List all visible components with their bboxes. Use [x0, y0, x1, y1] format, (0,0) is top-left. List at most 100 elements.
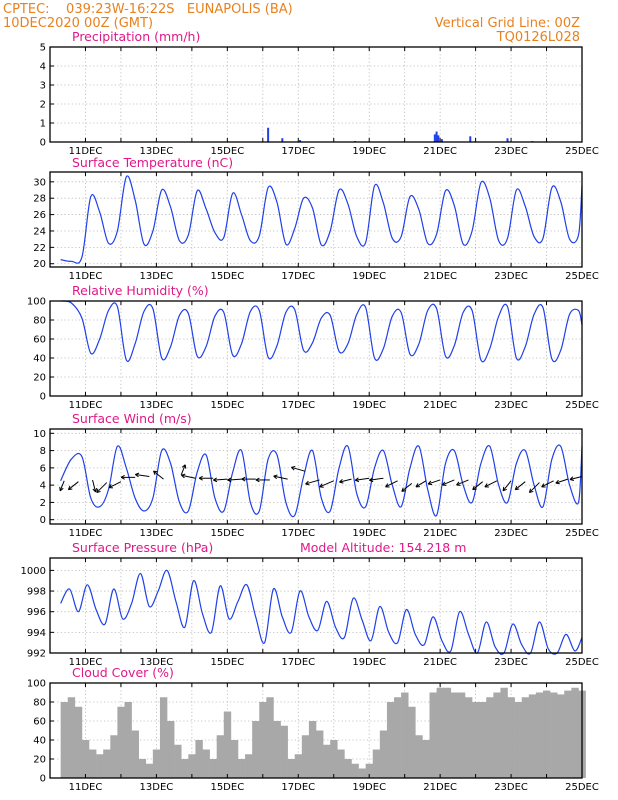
precip-bar [440, 139, 443, 142]
panel-title: Cloud Cover (%) [72, 665, 174, 680]
cloud-bar [500, 687, 508, 778]
x-tick-label: 23DEC [494, 400, 528, 411]
panel-precip: 0 1 2 3 4 5 11DEC 13DEC 15DEC 17DEC 19DEC 21DEC 23DE… [40, 29, 599, 157]
cloud-bar [535, 692, 544, 778]
wind-arrow [569, 476, 583, 481]
panel-frame [49, 428, 583, 525]
x-tick-label: 11DEC [69, 657, 103, 668]
cloud-bar [379, 730, 388, 778]
panel-temperature: 20 22 24 26 28 30 11DEC 13DEC 15DEC 17DEC 19DEC 21D… [33, 155, 599, 282]
y-tick-label: 80 [33, 698, 46, 709]
panel-annotation: Model Altitude: 154.218 m [300, 540, 466, 555]
wind-arrow [213, 477, 228, 483]
x-tick-label: 15DEC [210, 146, 244, 157]
wind-arrow [555, 478, 568, 485]
wind-arrow [255, 477, 270, 483]
cloud-bar [450, 692, 459, 778]
wind-arrow [456, 479, 469, 486]
cloud-bar [259, 702, 267, 778]
cloud-bar [138, 759, 147, 778]
y-tick-label: 994 [27, 628, 46, 639]
y-tick-label: 40 [33, 354, 46, 365]
wind-arrow [198, 475, 214, 481]
cloud-bar [188, 754, 196, 778]
x-tick-label: 17DEC [281, 146, 315, 157]
x-tick-label: 19DEC [352, 528, 386, 539]
cloud-bar [60, 702, 69, 778]
cloud-bar [486, 697, 494, 778]
y-tick-label: 100 [27, 297, 46, 308]
x-tick-label: 19DEC [352, 782, 386, 793]
cloud-bar [96, 754, 104, 778]
y-tick-label: 0 [40, 515, 46, 526]
x-tick-label: 17DEC [281, 271, 315, 282]
wind-arrow [339, 478, 352, 484]
x-tick-label: 23DEC [494, 657, 528, 668]
x-tick-label: 11DEC [69, 271, 103, 282]
cloud-bar [252, 721, 260, 778]
cloud-bar [564, 690, 572, 778]
cloud-bar [344, 759, 352, 778]
x-tick-label: 25DEC [565, 146, 599, 157]
x-tick-label: 21DEC [423, 400, 457, 411]
y-tick-label: 40 [33, 736, 46, 747]
x-tick-label: 17DEC [281, 400, 315, 411]
y-tick-label: 6 [40, 463, 46, 474]
panel-title: Surface Temperature (nC) [72, 155, 233, 170]
y-tick-label: 20 [33, 259, 46, 270]
cloud-bar [415, 735, 423, 778]
panel-title: Precipitation (mm/h) [72, 29, 200, 44]
panel-title: Surface Pressure (hPa) [72, 540, 213, 555]
cloud-bar [174, 744, 182, 778]
y-tick-label: 2 [40, 498, 46, 509]
series-line-wind [60, 444, 583, 518]
panel-cloud: 0 20 40 60 80 100 11DEC 13DEC 15DEC 17DEC 19DEC 21D… [27, 665, 599, 793]
y-tick-label: 0 [40, 774, 46, 785]
cloud-bar [408, 706, 416, 778]
y-tick-label: 996 [27, 607, 46, 618]
cloud-bar [557, 694, 565, 778]
cloud-bar [337, 749, 345, 778]
x-tick-label: 21DEC [423, 528, 457, 539]
cloud-bar [528, 694, 537, 778]
cloud-bar [479, 702, 487, 778]
wind-arrow [354, 477, 370, 483]
wind-arrow [441, 479, 455, 486]
cloud-bar [429, 692, 437, 778]
cloud-bar [195, 740, 203, 778]
cloud-bar [266, 697, 274, 778]
series-line-pressure [60, 569, 583, 655]
x-tick-label: 25DEC [565, 400, 599, 411]
cloud-bar [443, 687, 452, 778]
wind-arrow [369, 477, 384, 483]
header-location: CPTEC: 039:23W-16:22S EUNAPOLIS (BA) [3, 2, 293, 17]
x-tick-label: 21DEC [423, 146, 457, 157]
cloud-bar [81, 740, 90, 778]
series-line-temperature [60, 175, 583, 264]
x-tick-label: 23DEC [494, 271, 528, 282]
wind-arrow [305, 479, 320, 486]
cloud-bar [181, 759, 189, 778]
cloud-bar [280, 725, 288, 778]
x-tick-label: 13DEC [140, 782, 174, 793]
cloud-bar [394, 697, 402, 778]
x-tick-label: 25DEC [565, 657, 599, 668]
wind-arrow [180, 464, 187, 475]
x-tick-label: 11DEC [69, 528, 103, 539]
cloud-bar [436, 687, 444, 778]
y-tick-label: 4 [40, 62, 46, 73]
wind-arrow [273, 474, 288, 480]
cloud-bar [216, 735, 225, 778]
wind-arrow [472, 481, 484, 491]
cloud-bar [550, 692, 558, 778]
cloud-bar [514, 702, 523, 778]
cloud-bar [131, 730, 139, 778]
precip-bar [299, 140, 302, 142]
wind-arrow [319, 480, 334, 488]
y-tick-label: 992 [27, 649, 46, 660]
x-tick-label: 15DEC [210, 271, 244, 282]
x-tick-label: 13DEC [140, 528, 174, 539]
cloud-bar [209, 759, 217, 778]
wind-arrow [401, 483, 413, 492]
